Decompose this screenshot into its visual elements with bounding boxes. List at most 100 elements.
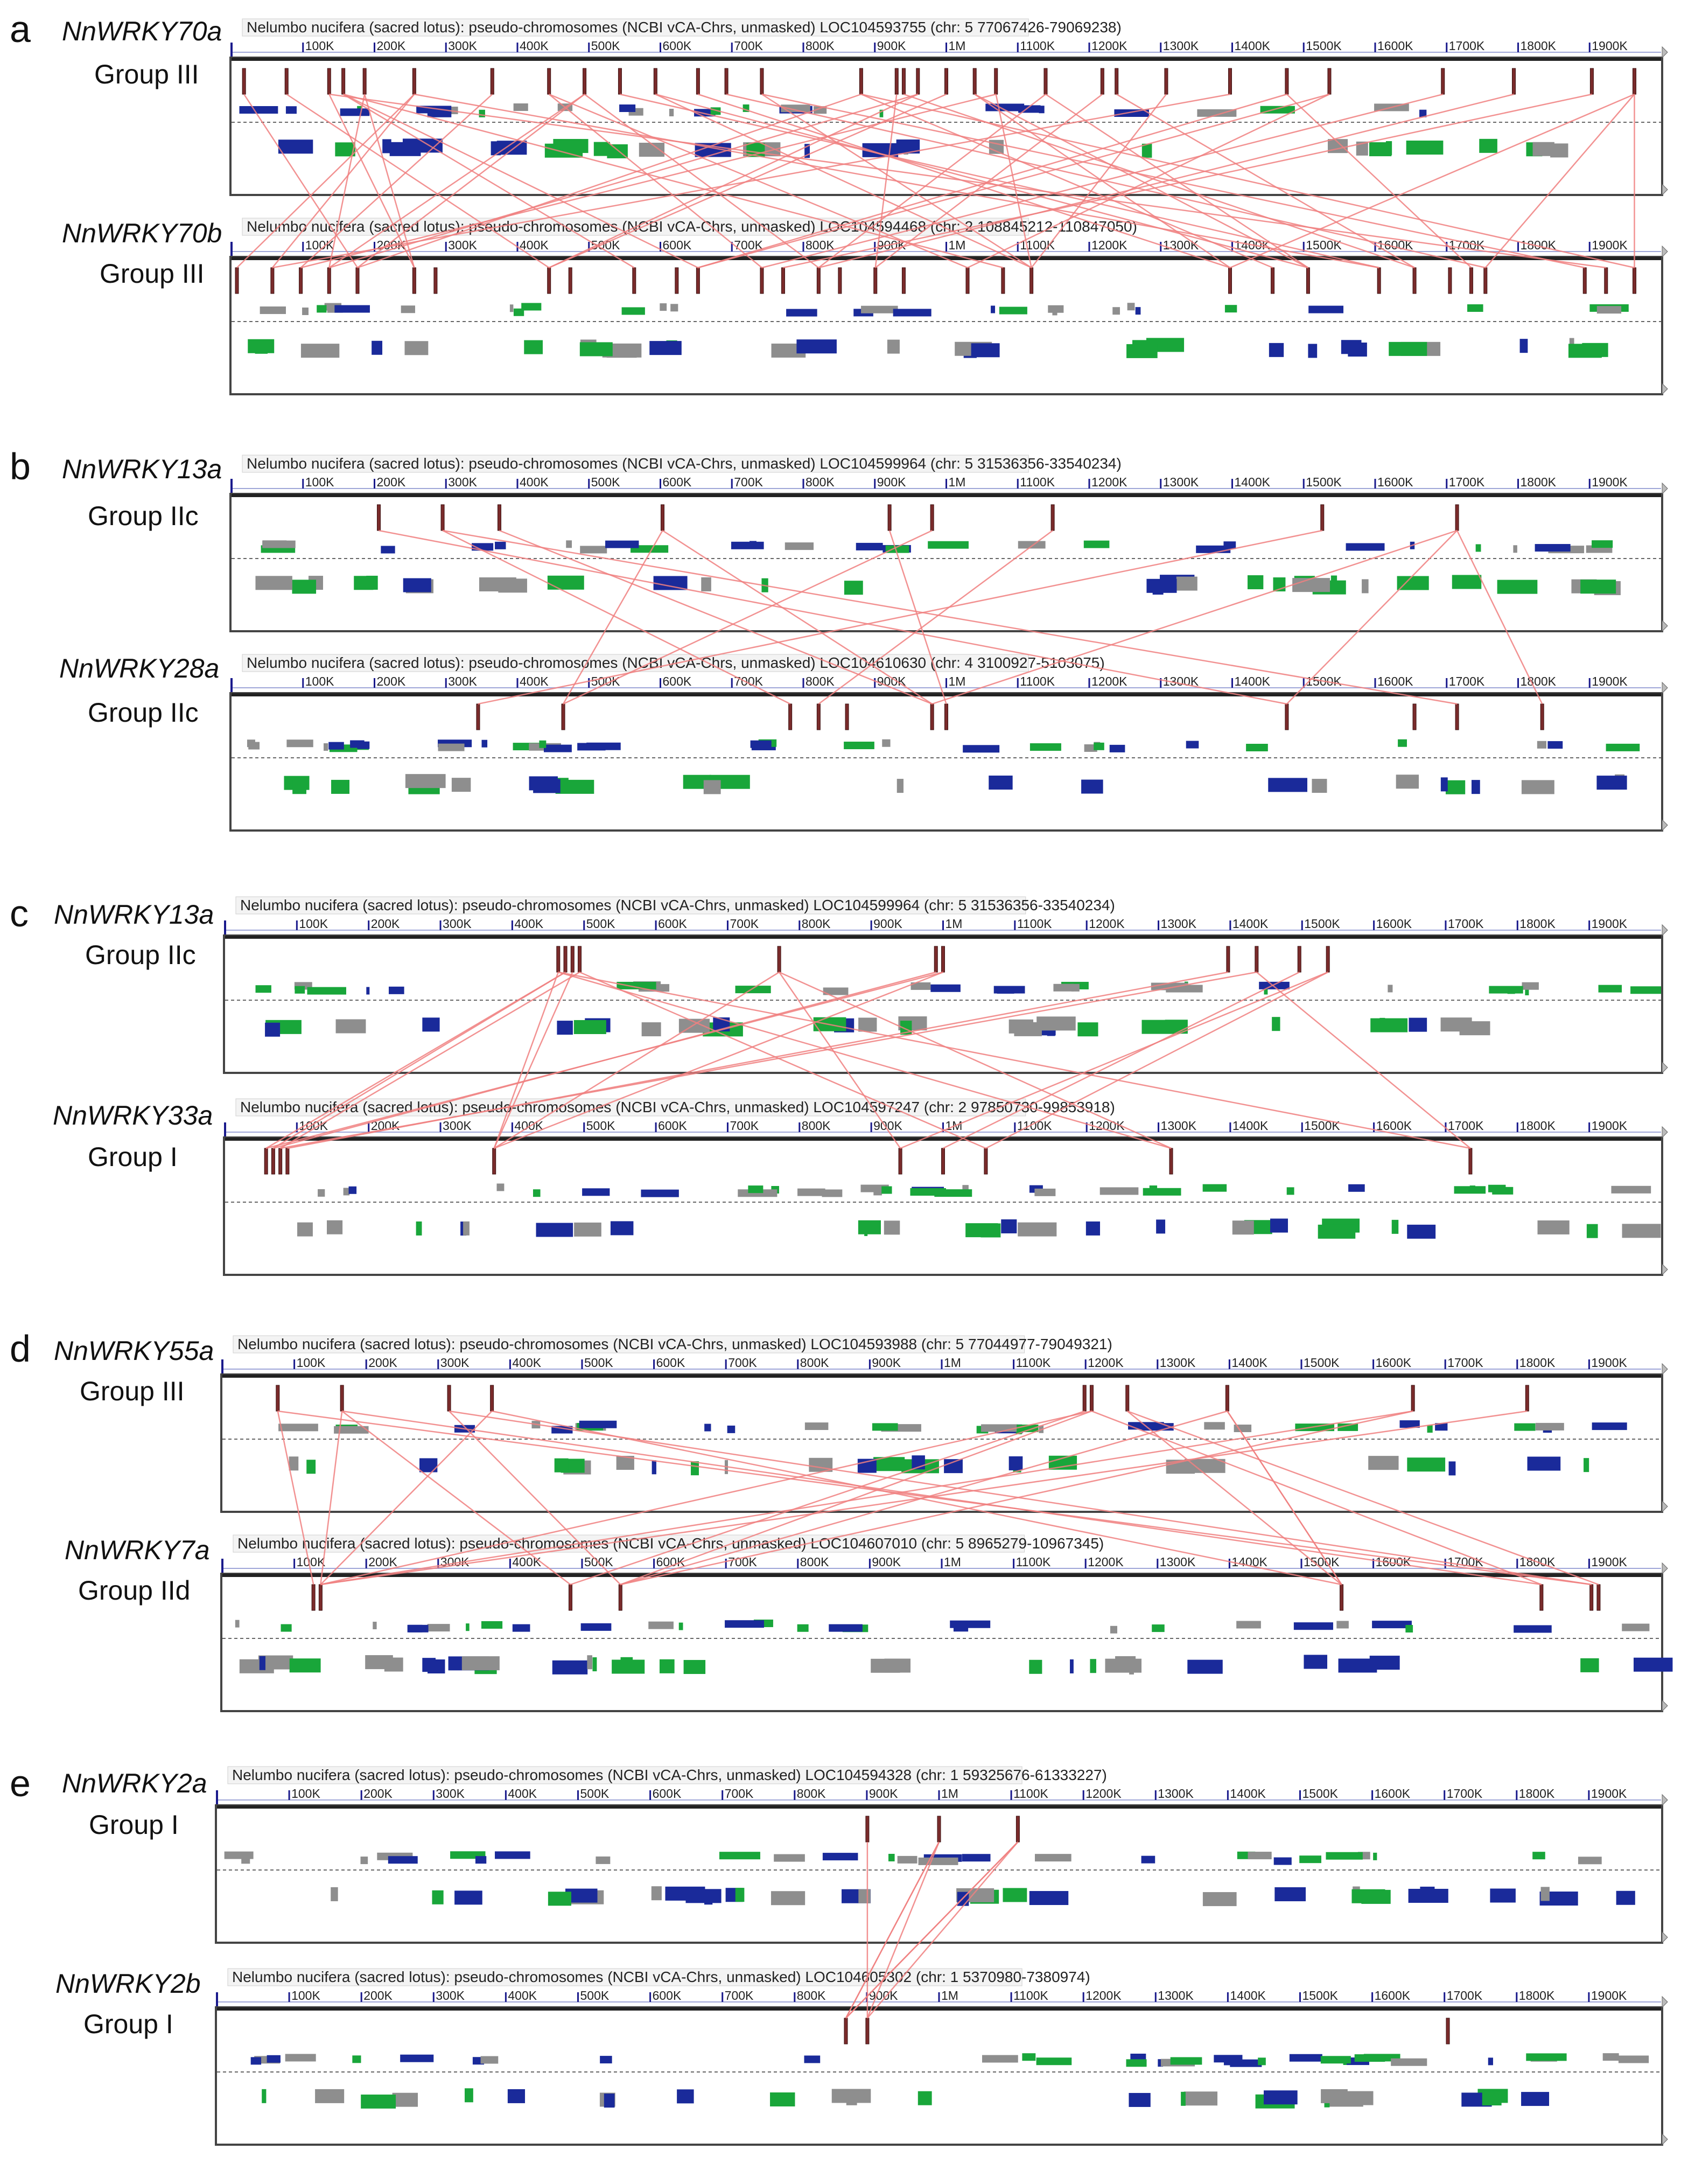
gene-model: [354, 576, 374, 590]
gene-model: [917, 2091, 932, 2105]
hit-bar: [1043, 68, 1048, 95]
gene-model: [735, 986, 771, 994]
hit-bar: [1226, 946, 1230, 973]
hit-bar: [916, 68, 920, 95]
gene-group: Group III: [100, 259, 205, 289]
synteny-link: [272, 93, 1230, 269]
hit-bar: [563, 946, 568, 973]
gene-model: [427, 1624, 450, 1632]
hit-bar: [547, 267, 551, 294]
hit-bar: [447, 1385, 451, 1412]
hit-bar: [1411, 1385, 1415, 1412]
gene-model: [250, 2057, 262, 2065]
gene-model: [1537, 1220, 1570, 1234]
gene-model: [993, 986, 1025, 994]
tick-label: 1500K: [1306, 238, 1342, 252]
synteny-link: [341, 1410, 1542, 1586]
gene-model: [300, 344, 340, 358]
tick-label: 200K: [377, 674, 406, 688]
gene-model: [1535, 1422, 1564, 1431]
gene-model: [1264, 987, 1268, 995]
tick-label: 1900K: [1592, 1119, 1628, 1133]
tick-label: 300K: [440, 1356, 470, 1370]
track-title-box: [233, 1335, 1025, 1353]
hit-bar: [1326, 946, 1330, 973]
hit-bar: [1483, 267, 1488, 294]
scroll-arrow: [1662, 1363, 1668, 1376]
synteny-link: [1456, 530, 1543, 704]
tick-label: 500K: [580, 1787, 610, 1801]
gene-model: [989, 776, 1013, 790]
hit-bar: [1589, 1584, 1594, 1611]
track-title-box: [242, 654, 1029, 672]
tick-label: 1200K: [1088, 1356, 1124, 1370]
synteny-link: [860, 93, 1273, 269]
gene-model: [850, 1853, 858, 1861]
tick-label: 1300K: [1163, 475, 1199, 489]
hit-bar: [318, 1584, 323, 1611]
track-title: Nelumbo nucifera (sacred lotus): pseudo-…: [247, 19, 1122, 36]
tick-label: 1100K: [1020, 475, 1055, 489]
track-title-box: [235, 1098, 1026, 1117]
hit-bar: [276, 1385, 280, 1412]
gene-model: [1522, 982, 1539, 990]
tick-label: 900K: [877, 39, 906, 53]
gene-model: [574, 1222, 601, 1237]
synteny-link: [379, 529, 1287, 705]
hit-bar: [1632, 267, 1636, 294]
tick-label: 1400K: [1235, 674, 1271, 688]
gene-model: [829, 1624, 863, 1632]
tick-label: 1M: [944, 1356, 961, 1370]
gene-model: [1440, 777, 1448, 792]
gene-model: [552, 1660, 588, 1674]
gene-model: [507, 2089, 526, 2103]
gene-model: [1083, 540, 1110, 548]
gene-model: [1514, 1423, 1536, 1431]
gene-model: [1489, 986, 1523, 994]
tick-label: 600K: [663, 475, 692, 489]
gene-model: [262, 540, 296, 548]
gene-model: [910, 982, 931, 990]
hit-bar: [1089, 1385, 1094, 1412]
gene-model: [731, 541, 764, 549]
synteny-link: [493, 972, 559, 1149]
gene-model: [1248, 1852, 1272, 1860]
gene-model: [1170, 2057, 1202, 2065]
hit-bar: [944, 68, 948, 95]
hit-bar: [1448, 267, 1452, 294]
gene-model: [888, 1853, 895, 1861]
gene-model: [738, 1189, 778, 1197]
gene-model: [1094, 742, 1104, 750]
gene-model: [352, 2055, 361, 2063]
hit-bar: [285, 1148, 290, 1175]
tick-label: 800K: [802, 1119, 831, 1133]
track-title-box: [242, 455, 1029, 473]
hit-bar: [653, 68, 657, 95]
gene-model: [1292, 578, 1330, 592]
tick-label: 1300K: [1158, 1988, 1194, 2002]
synteny-link: [277, 1410, 1592, 1586]
gene-model: [1369, 1656, 1400, 1670]
gene-model: [343, 1188, 350, 1196]
synteny-link: [845, 1841, 1019, 2019]
synteny-link: [363, 94, 415, 268]
tick-label: 800K: [800, 1356, 829, 1370]
genome-track: Nelumbo nucifera (sacred lotus): pseudo-…: [223, 1098, 1668, 1276]
hit-bar: [1125, 1385, 1130, 1412]
gene-name: NnWRKY55a: [54, 1336, 214, 1366]
gene-model: [1141, 143, 1152, 158]
hit-bar: [859, 68, 863, 95]
tick-label: 1800K: [1519, 1119, 1556, 1133]
gene-model: [814, 106, 827, 114]
gene-model: [1247, 575, 1264, 590]
synteny-link: [549, 93, 968, 269]
tick-label: 400K: [514, 917, 543, 931]
tick-label: 1500K: [1302, 1988, 1339, 2002]
gene-model: [703, 780, 721, 794]
gene-model: [285, 106, 297, 114]
hit-bar: [845, 703, 849, 730]
gene-model: [529, 776, 558, 791]
gene-model: [1214, 2055, 1243, 2063]
gene-model: [248, 742, 260, 750]
scroll-arrow: [1662, 1500, 1668, 1513]
